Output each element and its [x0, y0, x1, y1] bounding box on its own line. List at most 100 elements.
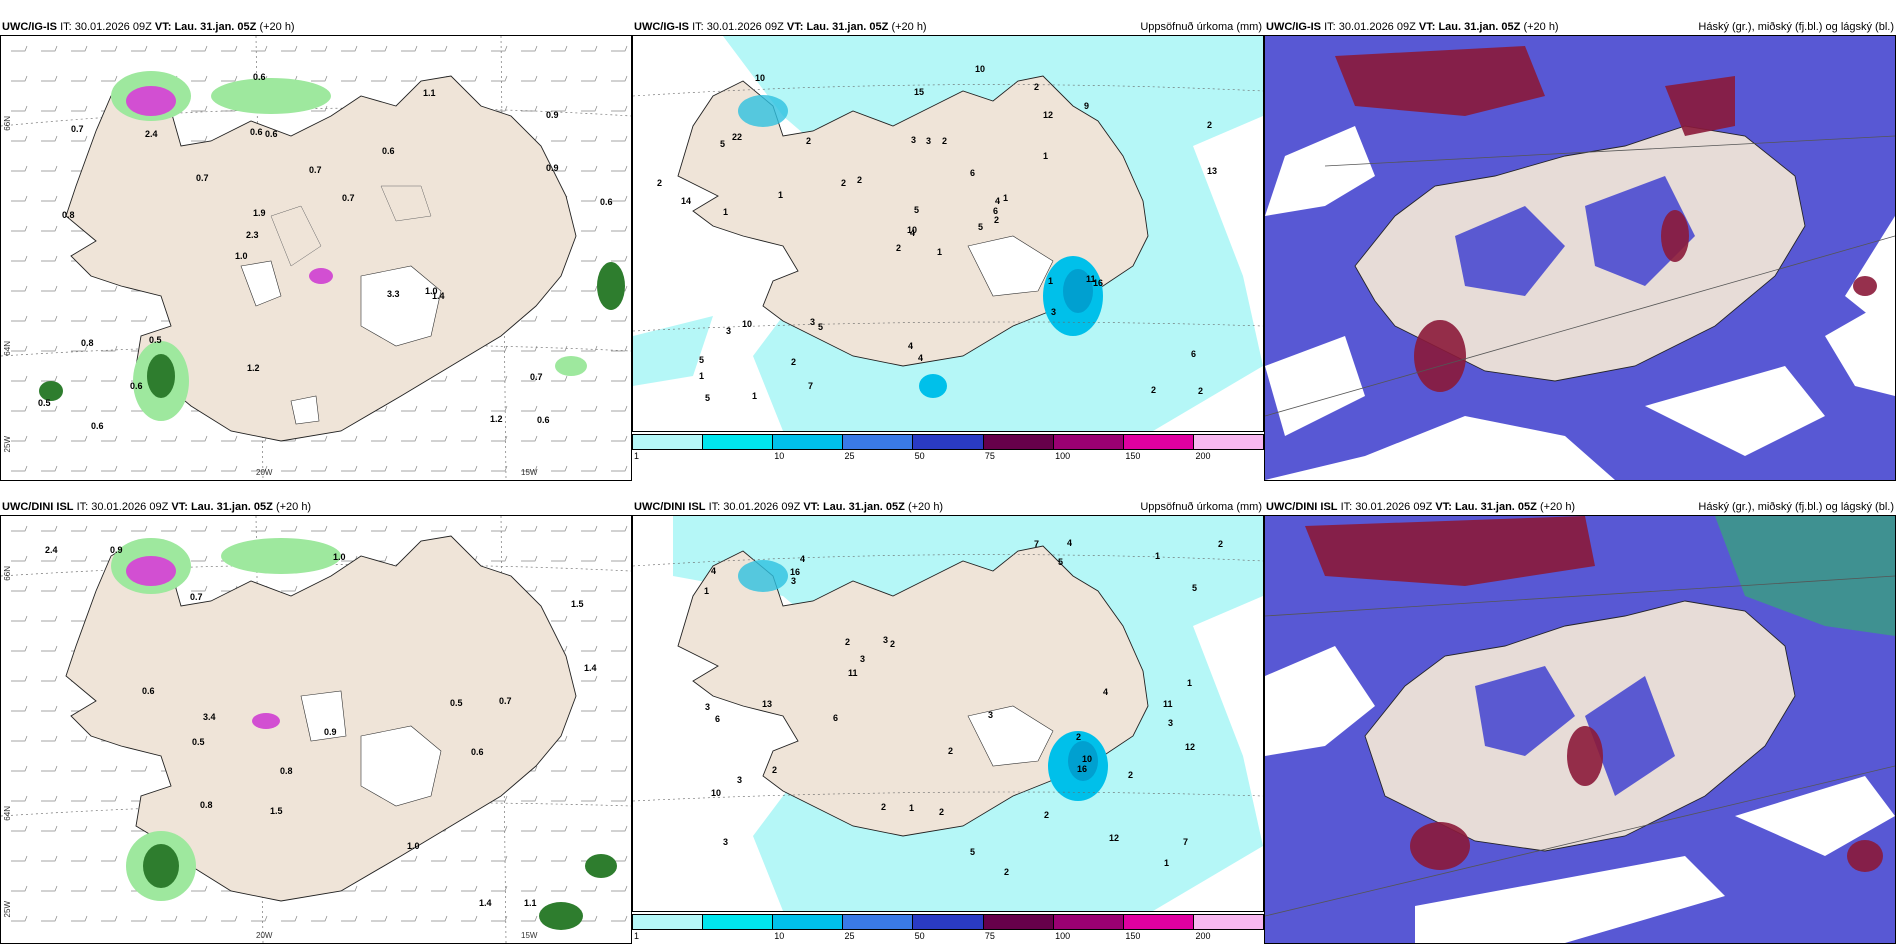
precip-value-label: 4 [711, 566, 717, 576]
precip-value-label: 1 [1155, 551, 1161, 561]
panel-header: UWC/DINI ISL IT: 30.01.2026 09Z VT: Lau.… [634, 501, 944, 513]
panel-accum-igis: UWC/IG-IS IT: 30.01.2026 09Z VT: Lau. 31… [632, 18, 1281, 464]
precip-value-label: 1.2 [490, 414, 503, 424]
precip-value-label: 3 [988, 710, 994, 720]
colorbar-tick-label: 50 [914, 451, 925, 461]
colorbar-swatch [1193, 435, 1263, 449]
precip-value-label: 1 [704, 586, 710, 596]
precip-value-label: 2.4 [145, 129, 158, 139]
colorbar-tick-label: 25 [844, 931, 855, 941]
precip-value-label: 0.7 [309, 165, 322, 175]
precip-value-label: 1 [1187, 678, 1193, 688]
precip-value-label: 2 [939, 807, 945, 817]
precip-value-label: 2 [1004, 867, 1010, 877]
colorbar-tick-label: 50 [914, 931, 925, 941]
panel-precip-dini: UWC/DINI ISL IT: 30.01.2026 09Z VT: Lau.… [0, 498, 632, 944]
panel-header: UWC/DINI ISL IT: 30.01.2026 09Z VT: Lau.… [2, 501, 312, 513]
precip-value-label: 2 [896, 243, 902, 253]
panel-header: UWC/IG-IS IT: 30.01.2026 09Z VT: Lau. 31… [1266, 21, 1559, 33]
cloud-cover-map [1264, 35, 1896, 481]
colorbar-tick-label: 150 [1125, 931, 1141, 941]
precip-value-label: 4 [995, 196, 1001, 206]
precip-value-label: 2 [1034, 82, 1040, 92]
colorbar-tick-label: 200 [1195, 451, 1211, 461]
precip-value-label: 5 [699, 355, 705, 365]
precip-value-label: 0.8 [62, 210, 75, 220]
panel-clouds-igis: UWC/IG-IS IT: 30.01.2026 09Z VT: Lau. 31… [1264, 18, 1900, 481]
precip-value-label: 1.0 [235, 251, 248, 261]
precip-value-label: 7 [808, 381, 814, 391]
precip-value-label: 2 [948, 746, 954, 756]
precip-value-label: 0.6 [471, 747, 484, 757]
precip-value-label: 0.7 [71, 124, 84, 134]
colorbar-swatch [1053, 915, 1124, 929]
precip-value-label: 3 [911, 135, 917, 145]
colorbar-swatch [633, 435, 704, 449]
precip-value-label: 1 [723, 207, 729, 217]
precip-value-label: 1.2 [247, 363, 260, 373]
precip-value-label: 6 [993, 206, 999, 216]
precip-value-label: 1.4 [432, 291, 445, 301]
precip-value-label: 2 [772, 765, 778, 775]
precip-value-label: 2 [994, 215, 1000, 225]
precip-value-label: 1.1 [524, 898, 537, 908]
precip-colorbar [632, 914, 1264, 930]
colorbar-tick-label: 1 [634, 451, 640, 461]
precip-value-label: 10 [1082, 754, 1093, 764]
lat-label-66: 66N [3, 116, 12, 131]
precip-value-label: 1 [1043, 151, 1049, 161]
colorbar-tick-label: 10 [774, 931, 785, 941]
colorbar-swatch [843, 435, 914, 449]
colorbar-swatch [983, 435, 1054, 449]
precip-value-label: 4 [910, 228, 916, 238]
precip-value-label: 10 [975, 64, 986, 74]
precip-value-label: 0.7 [530, 372, 543, 382]
colorbar-tick-label: 1 [634, 931, 640, 941]
panel-accum-dini: UWC/DINI ISL IT: 30.01.2026 09Z VT: Lau.… [632, 498, 1281, 944]
precip-value-label: 4 [1067, 538, 1073, 548]
colorbar-tick-label: 100 [1055, 931, 1071, 941]
precip-value-label: 22 [732, 132, 743, 142]
precip-value-label: 7 [1183, 837, 1189, 847]
precip-value-label: 2 [657, 178, 663, 188]
precip-value-label: 2 [890, 639, 896, 649]
colorbar-swatch [1123, 915, 1194, 929]
precip-value-label: 4 [1103, 687, 1109, 697]
precip-value-label: 1 [937, 247, 943, 257]
precip-value-label: 1.1 [423, 88, 436, 98]
precip-value-label: 2 [1128, 770, 1134, 780]
precip-value-label: 6 [833, 713, 839, 723]
precip-value-label: 3 [723, 837, 729, 847]
panel-clouds-dini: UWC/DINI ISL IT: 30.01.2026 09Z VT: Lau.… [1264, 498, 1900, 944]
precip-value-label: 1 [1164, 858, 1170, 868]
colorbar-tick-label: 75 [984, 931, 995, 941]
precip-value-label: 1 [909, 803, 915, 813]
lon-label-15: 15W [521, 468, 538, 477]
wind-precip-map: 66N 64N 25W 20W 15W 0.6 0.8 0.9 1.0 0.6 0.6 0.… [0, 35, 632, 481]
precip-value-label: 4 [800, 554, 806, 564]
precip-value-label: 0.5 [192, 737, 205, 747]
precip-value-label: 11 [848, 668, 858, 678]
panel-header: UWC/IG-IS IT: 30.01.2026 09Z VT: Lau. 31… [2, 21, 295, 33]
lon-label-25: 25W [3, 901, 12, 918]
precip-value-label: 6 [715, 714, 721, 724]
precip-value-label: 5 [914, 205, 920, 215]
precip-value-label: 3 [726, 326, 732, 336]
precip-value-label: 10 [711, 788, 722, 798]
colorbar-swatch [983, 915, 1054, 929]
precip-value-label: 0.9 [546, 163, 559, 173]
precip-value-label: 5 [818, 322, 824, 332]
precip-value-label: 0.8 [280, 766, 293, 776]
colorbar-swatch [843, 915, 914, 929]
precip-value-label: 0.6 [130, 381, 143, 391]
colorbar-tick-label: 200 [1195, 931, 1211, 941]
precip-value-label: 6 [970, 168, 976, 178]
colorbar-ticks: 110255075100150200400 [632, 931, 1281, 943]
colorbar-tick-label: 75 [984, 451, 995, 461]
lon-label-15: 15W [521, 931, 538, 940]
precip-value-label: 0.7 [342, 193, 355, 203]
precip-value-label: 4 [918, 353, 924, 363]
precip-value-label: 3 [883, 635, 889, 645]
precip-value-label: 10 [742, 319, 753, 329]
precip-value-label: 0.8 [81, 338, 94, 348]
